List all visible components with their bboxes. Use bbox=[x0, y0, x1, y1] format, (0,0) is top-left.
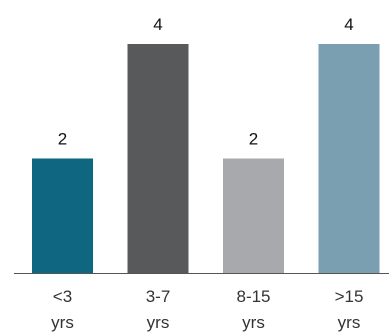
value-label-1: 2 bbox=[58, 130, 67, 149]
value-label-4: 4 bbox=[344, 15, 353, 34]
bars-group bbox=[32, 44, 380, 273]
category-label-1-line-2: yrs bbox=[51, 313, 74, 332]
value-label-2: 4 bbox=[153, 15, 162, 34]
category-labels-group: <3 yrs 3-7 yrs 8-15 yrs >15 yrs bbox=[51, 287, 363, 332]
bar-2 bbox=[127, 44, 189, 273]
category-label-2-line-2: yrs bbox=[147, 313, 170, 332]
category-label-3-line-1: 8-15 bbox=[236, 287, 270, 306]
category-label-2-line-1: 3-7 bbox=[146, 287, 171, 306]
value-label-3: 2 bbox=[249, 130, 258, 149]
bar-1 bbox=[32, 158, 93, 273]
category-label-3-line-2: yrs bbox=[242, 313, 265, 332]
category-label-1-line-1: <3 bbox=[53, 287, 72, 306]
category-label-4-line-1: >15 bbox=[335, 287, 364, 306]
category-label-4-line-2: yrs bbox=[338, 313, 361, 332]
bar-3 bbox=[223, 158, 284, 273]
bar-4 bbox=[318, 44, 380, 273]
value-labels-group: 2 4 2 4 bbox=[58, 15, 354, 149]
